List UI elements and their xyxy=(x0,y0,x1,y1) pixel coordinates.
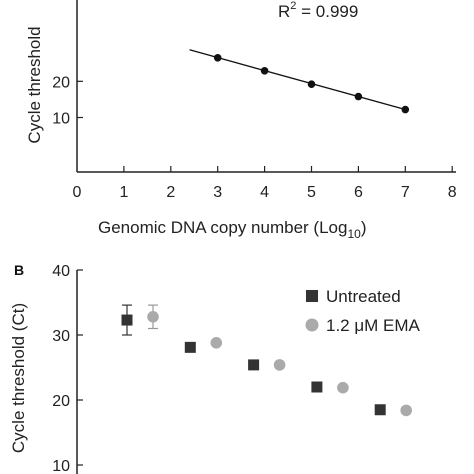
panel-b-ema-point xyxy=(337,381,349,394)
panel-b-y-axis-label: Cycle threshold (Ct) xyxy=(9,303,28,453)
panel-a-x-tick-label: 3 xyxy=(213,184,222,201)
panel-a-x-tick-label: 7 xyxy=(401,184,410,201)
legend-marker-ema xyxy=(305,318,319,332)
panel-b-untreated-point xyxy=(374,404,386,416)
panel-a-data-point xyxy=(213,53,222,62)
panel-b-y-ticks: 10 20 30 40 xyxy=(52,263,83,474)
panel-b-ema-point xyxy=(147,311,159,323)
panel-a-x-tick-label: 8 xyxy=(448,184,457,201)
panel-a-x-axis-label: Genomic DNA copy number (Log10) xyxy=(98,218,366,241)
legend-marker-untreated xyxy=(306,290,318,302)
panel-a-y-ticks: 10 20 xyxy=(52,74,83,128)
panel-a-points xyxy=(213,53,410,114)
panel-b-y-tick-label: 10 xyxy=(52,458,70,474)
panel-b-y-tick-label: 20 xyxy=(52,393,70,410)
panel-b-ema-point xyxy=(210,337,223,349)
panel-a-y-tick-label: 10 xyxy=(52,111,70,128)
panel-b-y-tick-label: 40 xyxy=(52,263,70,280)
panel-a-fit-line xyxy=(189,49,406,111)
panel-b-untreated-point xyxy=(248,359,260,371)
panel-a: 0 1 2 3 4 5 6 7 8 10 20 R2 = 0.999 Cycle threshol… xyxy=(25,0,457,241)
panel-a-data-point xyxy=(307,80,316,88)
panel-a-x-tick-label: 4 xyxy=(260,184,269,201)
panel-b-untreated-point xyxy=(184,341,196,353)
panel-b-ema-point xyxy=(400,404,413,417)
panel-b-letter: B xyxy=(14,262,24,278)
panel-b-y-tick-label: 30 xyxy=(52,328,70,345)
panel-b-legend: Untreated 1.2 μM EMA xyxy=(305,287,421,335)
panel-b: B 10 20 30 40 Cycle threshold (Ct) Untreate… xyxy=(9,262,421,474)
panel-a-x-tick-label: 6 xyxy=(354,184,363,201)
legend-label-ema: 1.2 μM EMA xyxy=(326,316,421,335)
panel-b-untreated-point xyxy=(311,381,323,393)
panel-b-untreated-point xyxy=(121,314,133,326)
panel-b-ema-point xyxy=(273,359,286,371)
panel-a-x-tick-label: 5 xyxy=(307,184,316,201)
panel-a-x-tick-label: 2 xyxy=(166,184,175,201)
panel-a-data-point xyxy=(354,92,363,101)
panel-a-data-point xyxy=(260,67,269,75)
panel-a-x-ticks: 0 1 2 3 4 5 6 7 8 xyxy=(73,166,457,201)
panel-a-x-tick-label: 0 xyxy=(73,184,82,201)
panel-b-points xyxy=(121,304,413,417)
panel-a-r-squared: R2 = 0.999 xyxy=(278,0,358,21)
panel-a-y-axis-label: Cycle threshold xyxy=(25,26,44,143)
panel-a-x-tick-label: 1 xyxy=(119,184,128,201)
panel-a-y-tick-label: 20 xyxy=(52,74,70,91)
panel-a-data-point xyxy=(401,105,410,114)
legend-label-untreated: Untreated xyxy=(326,287,401,306)
